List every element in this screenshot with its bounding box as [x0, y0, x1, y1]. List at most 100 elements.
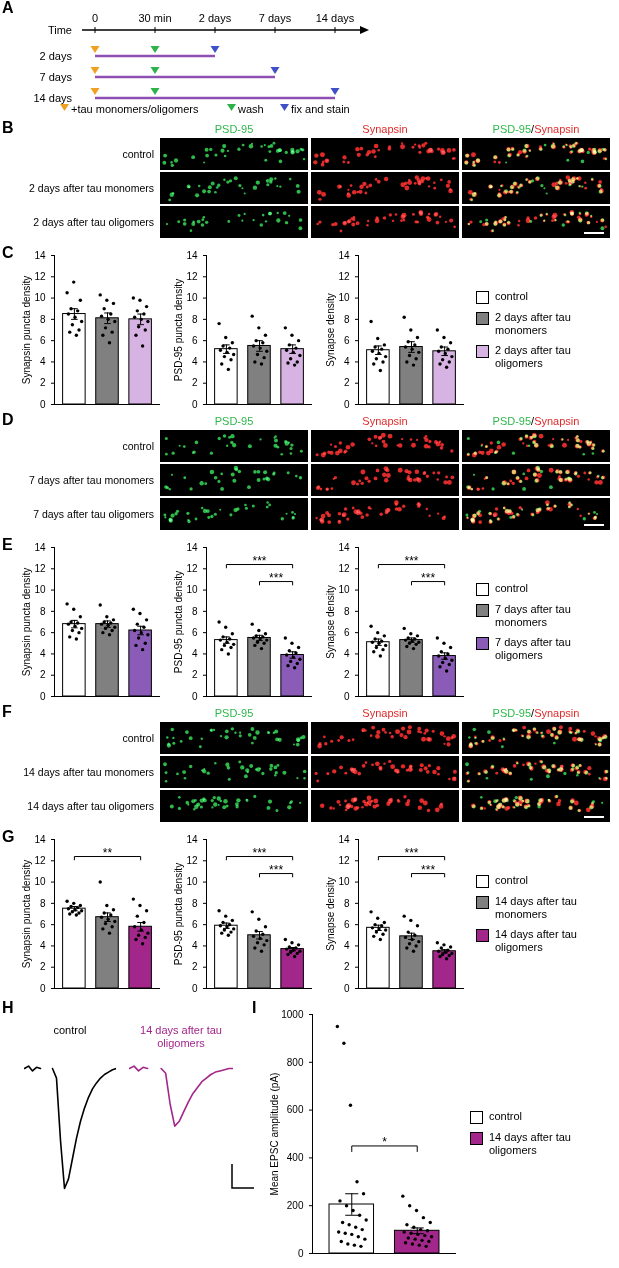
svg-text:4: 4	[344, 940, 350, 951]
svg-text:4: 4	[40, 940, 46, 951]
svg-text:**: **	[103, 846, 113, 860]
svg-text:8: 8	[192, 898, 198, 909]
svg-text:8: 8	[40, 606, 46, 617]
svg-text:control: control	[122, 148, 154, 160]
svg-text:8: 8	[40, 314, 46, 325]
svg-text:0: 0	[92, 12, 98, 24]
svg-text:10: 10	[34, 584, 46, 595]
svg-text:2: 2	[192, 961, 198, 972]
svg-text:***: ***	[252, 846, 266, 860]
svg-text:0: 0	[344, 399, 350, 410]
svg-text:30 min: 30 min	[138, 12, 171, 24]
svg-text:0: 0	[344, 691, 350, 702]
svg-text:10: 10	[338, 876, 350, 887]
svg-text:8: 8	[344, 898, 350, 909]
svg-text:10: 10	[186, 876, 198, 887]
svg-text:0: 0	[298, 1248, 304, 1259]
svg-text:2: 2	[344, 961, 350, 972]
svg-text:10: 10	[34, 292, 46, 303]
svg-text:2: 2	[40, 669, 46, 680]
svg-text:0: 0	[192, 983, 198, 994]
svg-text:7 days after tau monomers: 7 days after tau monomers	[29, 474, 154, 486]
svg-text:6: 6	[344, 919, 350, 930]
svg-text:PSD-95: PSD-95	[215, 415, 254, 427]
svg-text:14: 14	[34, 834, 46, 845]
svg-text:***: ***	[269, 571, 283, 585]
svg-text:12: 12	[338, 271, 350, 282]
svg-text:12: 12	[34, 563, 46, 574]
svg-text:8: 8	[344, 314, 350, 325]
svg-text:Synapsin puncta density: Synapsin puncta density	[21, 860, 32, 968]
svg-text:12: 12	[186, 855, 198, 866]
svg-text:10: 10	[186, 292, 198, 303]
svg-text:wash: wash	[237, 103, 264, 115]
svg-text:2: 2	[344, 669, 350, 680]
svg-text:PSD-95/Synapsin: PSD-95/Synapsin	[493, 707, 580, 719]
svg-text:14: 14	[34, 250, 46, 261]
svg-text:Mean EPSC amplitude (pA): Mean EPSC amplitude (pA)	[269, 1073, 280, 1196]
svg-text:7 days: 7 days	[259, 12, 292, 24]
svg-text:6: 6	[40, 627, 46, 638]
svg-text:10: 10	[338, 292, 350, 303]
svg-text:14 days after tau oligomers: 14 days after tau oligomers	[27, 800, 154, 812]
svg-text:PSD-95/Synapsin: PSD-95/Synapsin	[493, 123, 580, 135]
svg-text:14: 14	[338, 834, 350, 845]
svg-text:6: 6	[344, 627, 350, 638]
svg-text:4: 4	[344, 648, 350, 659]
svg-text:4: 4	[192, 940, 198, 951]
svg-text:PSD-95/Synapsin: PSD-95/Synapsin	[493, 415, 580, 427]
svg-text:4: 4	[192, 356, 198, 367]
svg-text:+tau monomers/oligomers: +tau monomers/oligomers	[71, 103, 199, 115]
svg-text:10: 10	[34, 876, 46, 887]
svg-text:2 days after tau monomers: 2 days after tau monomers	[29, 182, 154, 194]
svg-text:2 days: 2 days	[199, 12, 232, 24]
svg-text:0: 0	[40, 399, 46, 410]
svg-text:14: 14	[186, 834, 198, 845]
svg-text:PSD-95 puncta density: PSD-95 puncta density	[173, 863, 184, 965]
svg-text:14: 14	[186, 250, 198, 261]
svg-text:0: 0	[40, 691, 46, 702]
svg-text:12: 12	[186, 271, 198, 282]
svg-text:PSD-95 puncta density: PSD-95 puncta density	[173, 571, 184, 673]
svg-text:0: 0	[40, 983, 46, 994]
svg-text:***: ***	[404, 554, 418, 568]
svg-text:7 days after tau oligomers: 7 days after tau oligomers	[33, 508, 154, 520]
svg-text:2: 2	[40, 377, 46, 388]
svg-text:8: 8	[192, 314, 198, 325]
svg-text:Synapse density: Synapse density	[325, 585, 336, 658]
svg-text:14: 14	[338, 250, 350, 261]
svg-text:12: 12	[34, 271, 46, 282]
svg-text:2: 2	[40, 961, 46, 972]
svg-text:12: 12	[34, 855, 46, 866]
svg-text:8: 8	[192, 606, 198, 617]
svg-text:10: 10	[186, 584, 198, 595]
svg-text:14 days: 14 days	[316, 12, 355, 24]
svg-text:200: 200	[287, 1200, 304, 1211]
svg-text:Synapsin puncta density: Synapsin puncta density	[21, 276, 32, 384]
svg-text:2: 2	[344, 377, 350, 388]
svg-text:4: 4	[40, 648, 46, 659]
svg-text:1000: 1000	[281, 1009, 304, 1020]
svg-text:***: ***	[269, 863, 283, 877]
svg-text:4: 4	[192, 648, 198, 659]
svg-text:8: 8	[40, 898, 46, 909]
svg-text:fix and stain: fix and stain	[291, 103, 350, 115]
svg-text:Synapsin: Synapsin	[362, 415, 407, 427]
svg-text:4: 4	[344, 356, 350, 367]
svg-text:6: 6	[40, 919, 46, 930]
svg-text:7 days: 7 days	[40, 71, 73, 83]
svg-text:Synapse density: Synapse density	[325, 293, 336, 366]
svg-text:400: 400	[287, 1152, 304, 1163]
svg-text:***: ***	[404, 846, 418, 860]
svg-text:10: 10	[338, 584, 350, 595]
svg-text:***: ***	[421, 571, 435, 585]
svg-text:***: ***	[421, 863, 435, 877]
svg-text:0: 0	[192, 691, 198, 702]
svg-text:Synapsin: Synapsin	[362, 123, 407, 135]
svg-text:800: 800	[287, 1057, 304, 1068]
svg-text:Synapse density: Synapse density	[325, 877, 336, 950]
svg-text:0: 0	[192, 399, 198, 410]
svg-text:2: 2	[192, 377, 198, 388]
svg-text:4: 4	[40, 356, 46, 367]
svg-text:6: 6	[192, 335, 198, 346]
